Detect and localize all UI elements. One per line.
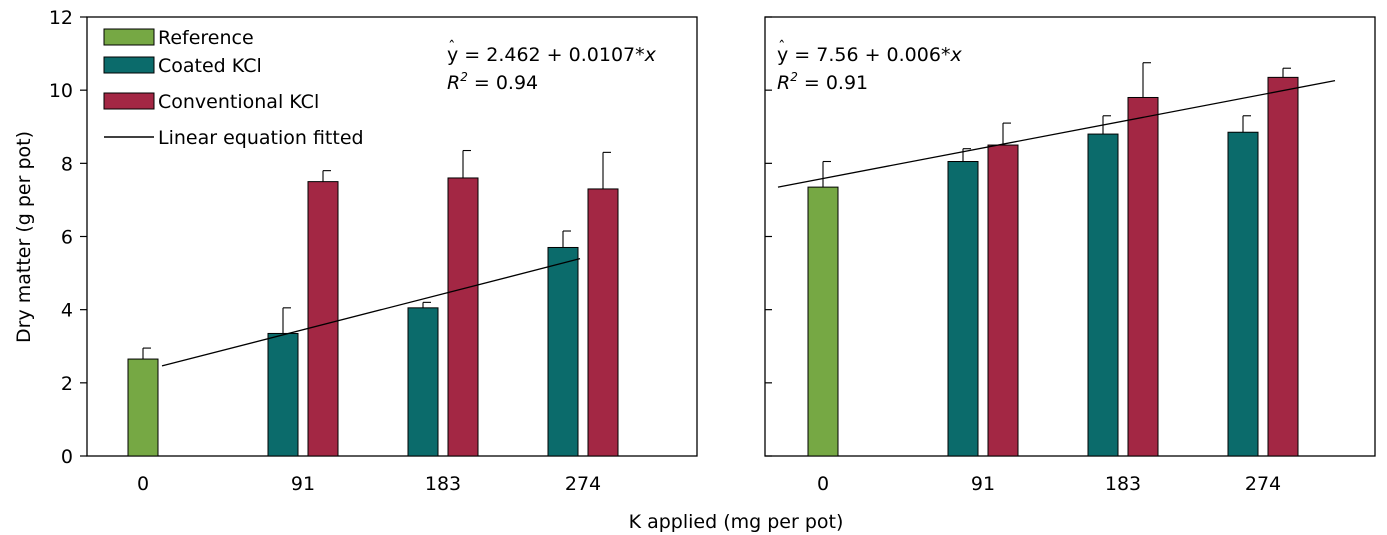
y-tick-label: 6 <box>61 227 73 249</box>
equation-text: y = 2.462 + 0.0107* <box>447 44 645 66</box>
r-letter: R <box>777 72 790 94</box>
legend-swatch <box>103 56 155 74</box>
bar-coated-kcl <box>1227 131 1259 457</box>
y-hat-mark: ˆ <box>778 38 786 56</box>
equation-variable: x <box>949 44 962 66</box>
bar-conventional-kcl <box>447 177 479 457</box>
bar-conventional-kcl <box>1267 76 1299 457</box>
fitted-line <box>777 80 1336 188</box>
legend: Reference Coated KCl Conventional KCl Linea… <box>103 27 364 149</box>
legend-swatch <box>103 92 155 110</box>
r-squared: R2 = 0.91 <box>777 70 868 94</box>
bar-conventional-kcl <box>587 188 619 457</box>
bar-coated-kcl <box>547 246 579 457</box>
legend-label: Coated KCl <box>158 55 262 77</box>
legend-label: Reference <box>158 27 254 49</box>
y-tick-label: 4 <box>61 300 73 322</box>
y-axis-label: Dry matter (g per pot) <box>13 131 35 343</box>
bar-reference <box>807 186 839 457</box>
bar-conventional-kcl <box>307 181 339 457</box>
r-superscript: 2 <box>790 70 798 84</box>
bar-coated-kcl <box>267 332 299 457</box>
regression-equation: y = 2.462 + 0.0107*x <box>447 44 657 66</box>
bar-coated-kcl <box>1087 133 1119 457</box>
legend-label: Conventional KCl <box>158 91 319 113</box>
x-tick-label: 274 <box>1245 473 1281 495</box>
bar-conventional-kcl <box>987 144 1019 457</box>
r-letter: R <box>447 72 460 94</box>
fitted-line <box>161 258 581 367</box>
equation-variable: x <box>644 44 657 66</box>
bar-conventional-kcl <box>1127 96 1159 457</box>
x-tick-label: 0 <box>137 473 149 495</box>
r-squared-value: = 0.91 <box>798 72 868 94</box>
bar-coated-kcl <box>947 161 979 457</box>
legend-label: Linear equation fitted <box>158 127 364 149</box>
r-superscript: 2 <box>460 70 468 84</box>
x-tick-label: 183 <box>425 473 461 495</box>
bar-coated-kcl <box>407 307 439 457</box>
r-squared: R2 = 0.94 <box>447 70 538 94</box>
x-tick-label: 183 <box>1105 473 1141 495</box>
x-axis-label: K applied (mg per pot) <box>629 511 844 533</box>
y-tick-label: 12 <box>49 7 73 29</box>
x-tick-label: 274 <box>565 473 601 495</box>
x-tick-label: 91 <box>971 473 995 495</box>
bar-reference <box>127 358 159 457</box>
y-tick-label: 8 <box>61 153 73 175</box>
r-squared-value: = 0.94 <box>468 72 538 94</box>
y-tick-label: 2 <box>61 373 73 395</box>
equation-text: y = 7.56 + 0.006* <box>777 44 950 66</box>
y-hat-mark: ˆ <box>448 38 456 56</box>
legend-swatch <box>103 28 155 46</box>
y-tick-label: 0 <box>61 446 73 468</box>
x-tick-label: 0 <box>817 473 829 495</box>
y-tick-label: 10 <box>49 80 73 102</box>
x-tick-label: 91 <box>291 473 315 495</box>
regression-equation: y = 7.56 + 0.006*x <box>777 44 962 66</box>
